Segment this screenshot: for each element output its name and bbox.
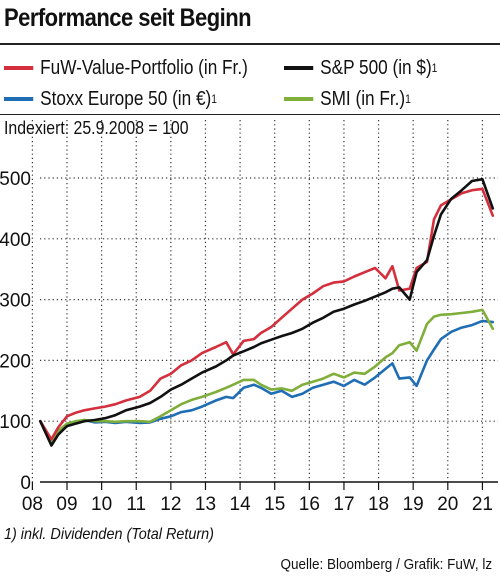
y-tick-label: 100: [0, 412, 31, 433]
legend-label: FuW-Value-Portfolio (in Fr.): [40, 56, 248, 79]
x-tick-label: 17: [333, 494, 354, 515]
legend-rule: [0, 114, 500, 115]
x-tick-label: 14: [230, 494, 252, 515]
x-tick-label: 21: [472, 494, 493, 515]
chart-subtitle: Indexiert: 25.9.2008 = 100: [4, 118, 189, 138]
legend-item-smi: SMI (in Fr.) 1: [284, 87, 411, 111]
x-tick-label: 09: [56, 494, 77, 515]
series-line-3: [39, 177, 495, 447]
legend-swatch-black: [284, 66, 314, 70]
legend-swatch-blue: [4, 97, 34, 101]
x-tick-label: 15: [264, 494, 285, 515]
legend-label: Stoxx Europe 50 (in €): [40, 87, 212, 110]
y-tick-label: 300: [0, 291, 31, 312]
y-tick-label: 400: [0, 230, 31, 251]
series-line-0: [39, 319, 495, 446]
legend-item-fuw-value-portfolio: FuW-Value-Portfolio (in Fr.): [4, 56, 248, 80]
legend-swatch-red: [4, 66, 34, 70]
legend-label: S&P 500 (in $): [320, 56, 432, 79]
legend-item-sp500: S&P 500 (in $) 1: [284, 56, 437, 80]
footnote: 1) inkl. Dividenden (Total Return): [4, 526, 214, 543]
x-tick-label: 10: [91, 494, 112, 515]
legend-swatch-green: [284, 97, 314, 101]
x-tick-label: 20: [437, 494, 458, 515]
source-credit: Quelle: Bloomberg / Grafik: FuW, lz: [280, 556, 492, 573]
x-tick-label: 08: [22, 494, 43, 515]
x-tick-label: 11: [126, 494, 146, 515]
x-tick-label: 12: [160, 494, 181, 515]
y-tick-label: 200: [0, 351, 31, 372]
x-tick-label: 16: [299, 494, 320, 515]
x-tick-label: 19: [403, 494, 424, 515]
legend-item-stoxx-europe-50: Stoxx Europe 50 (in €) 1: [4, 87, 217, 111]
chart-title: Performance seit Beginn: [4, 4, 252, 32]
y-tick-label: 500: [0, 169, 31, 190]
x-tick-label: 13: [195, 494, 216, 515]
y-tick-label: 0: [20, 473, 31, 494]
series-line-2: [39, 187, 495, 441]
series-line-1: [39, 308, 495, 442]
title-rule: [0, 43, 500, 45]
legend-label: SMI (in Fr.): [320, 87, 406, 110]
x-tick-label: 18: [368, 494, 389, 515]
